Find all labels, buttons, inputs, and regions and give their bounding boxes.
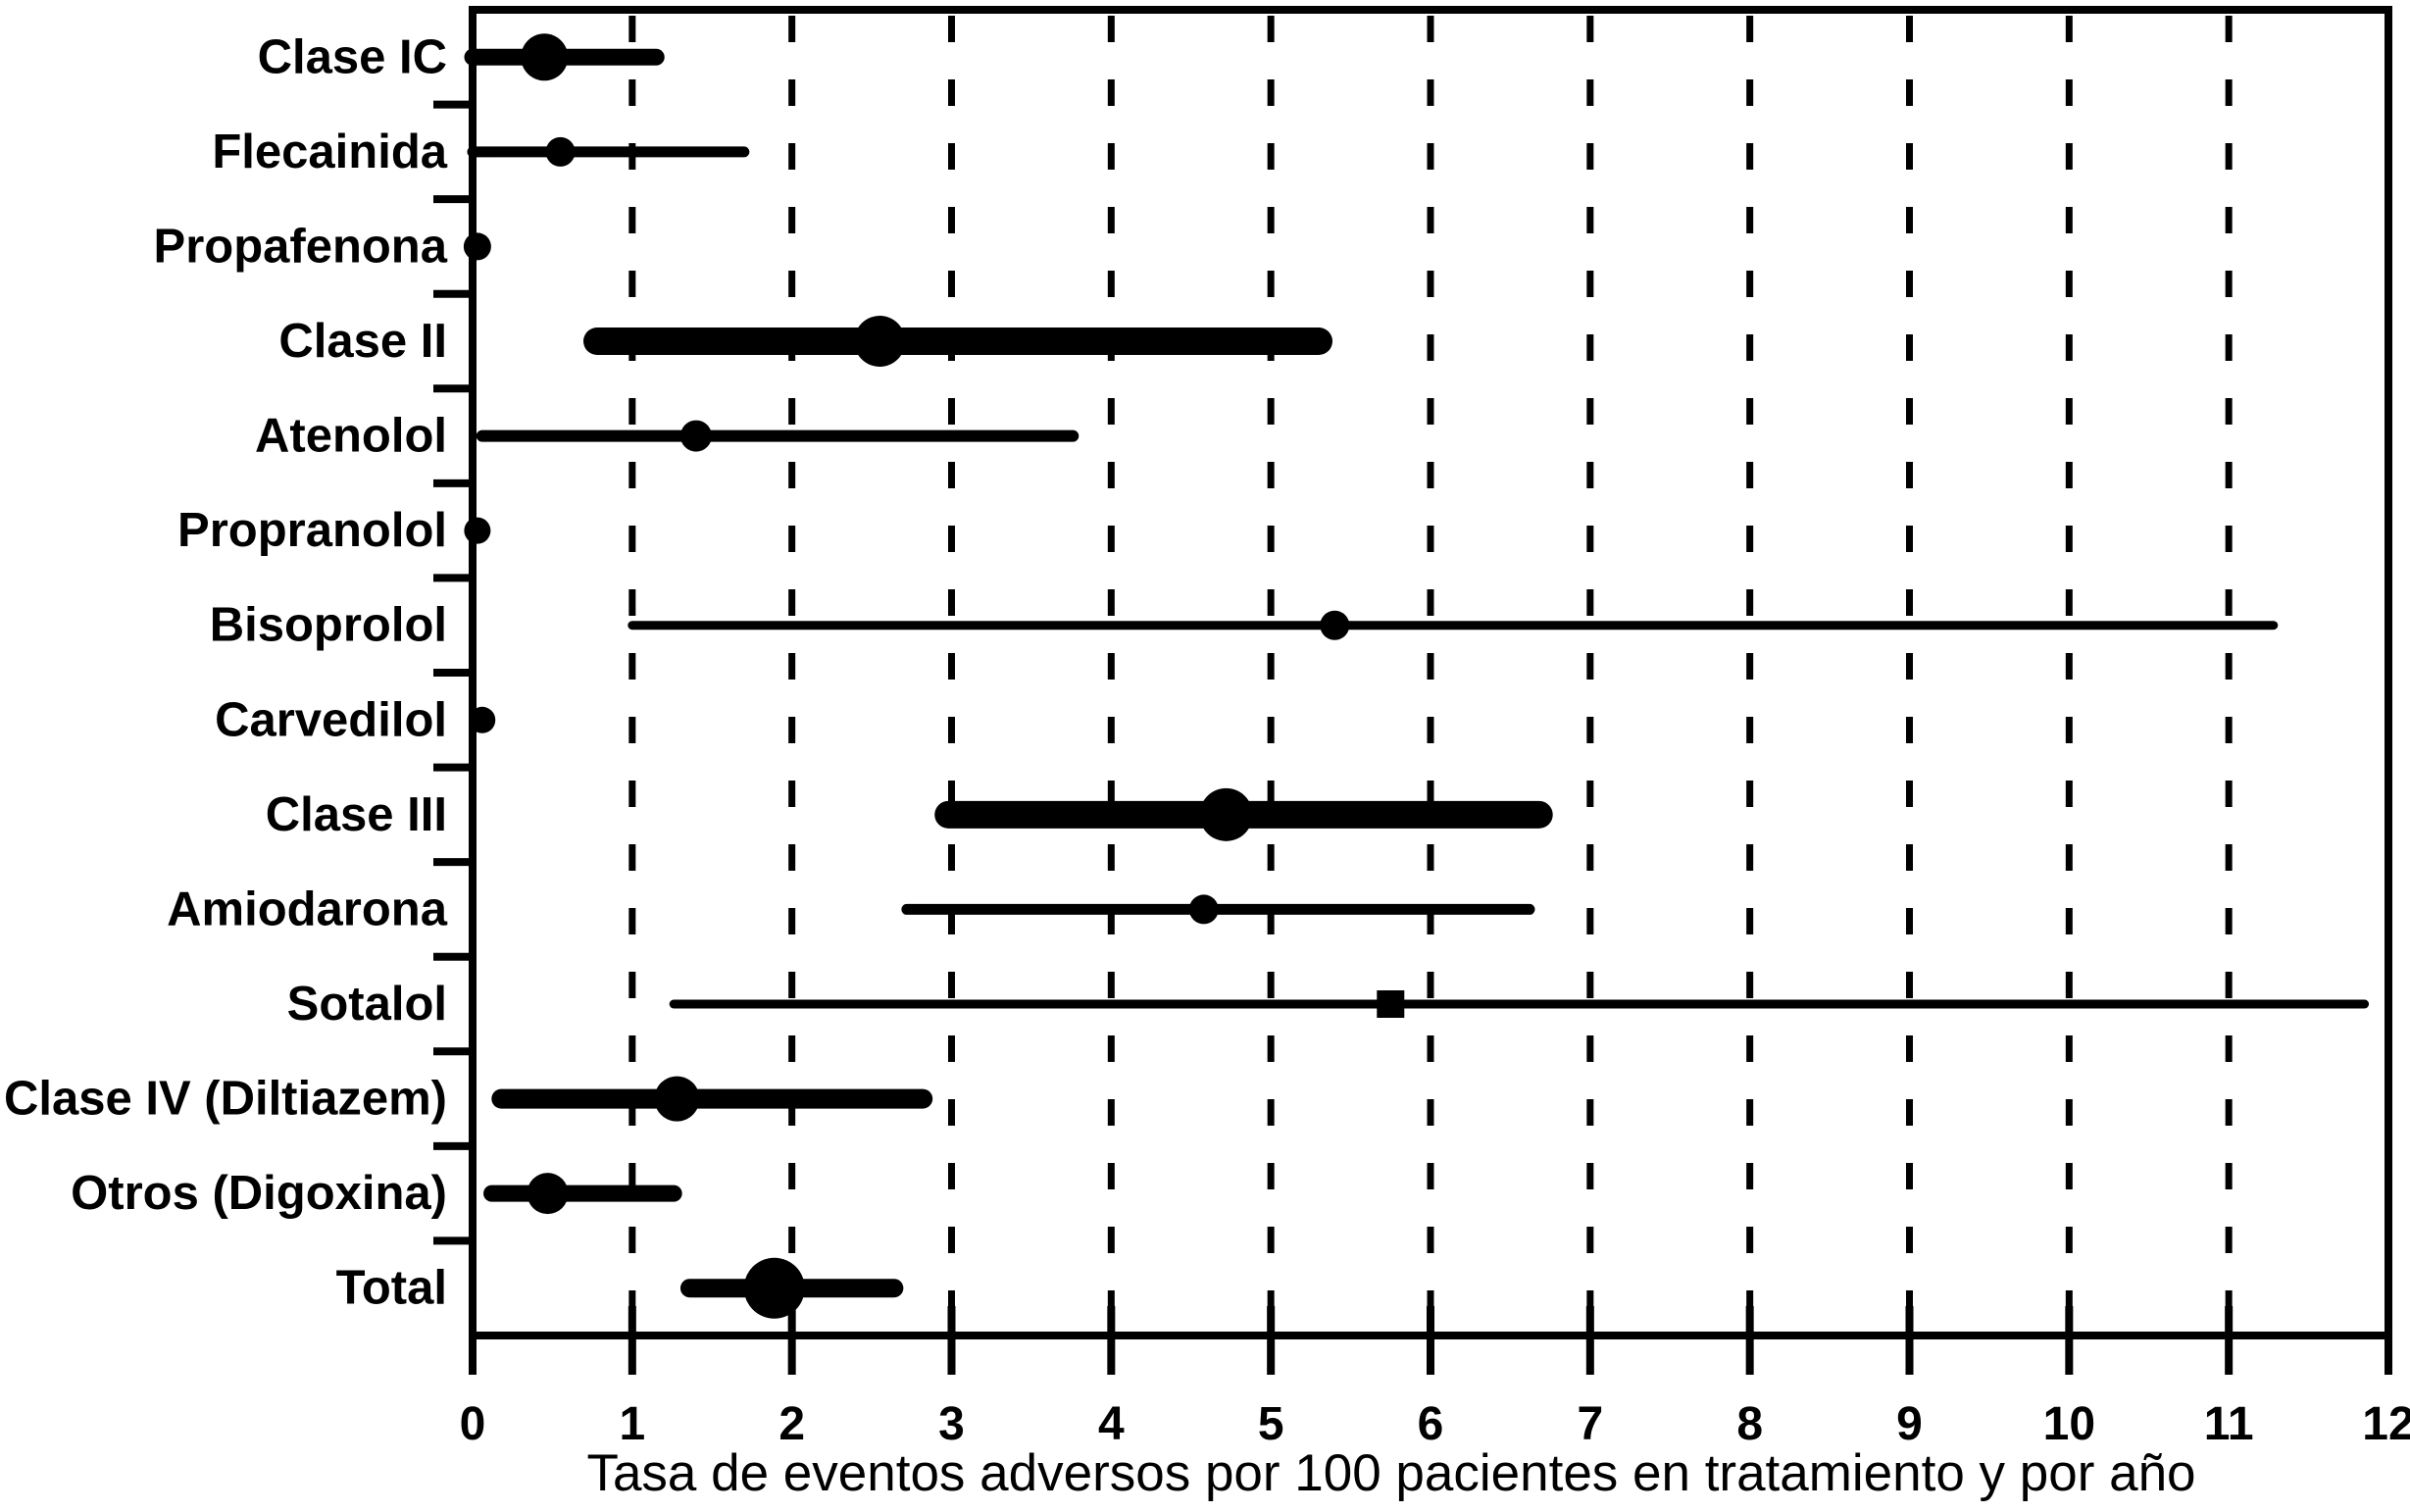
x-tick-label: 4 (1098, 1398, 1125, 1450)
point-estimate-marker (1188, 894, 1219, 925)
category-label: Clase II (278, 315, 447, 368)
x-tick-label: 7 (1577, 1398, 1603, 1450)
point-estimate-marker (1377, 990, 1405, 1018)
point-estimate-marker (545, 136, 576, 167)
category-label: Clase III (266, 788, 447, 841)
category-label: Clase IV (Diltiazem) (4, 1073, 447, 1126)
category-label: Atenolol (255, 410, 447, 463)
x-tick-label: 12 (2362, 1398, 2410, 1450)
category-label: Flecainida (212, 126, 447, 178)
point-estimate-marker (527, 1173, 569, 1215)
x-axis-title: Tasa de eventos adversos por 100 pacient… (586, 1444, 2195, 1502)
category-label: Clase IC (258, 30, 447, 83)
point-estimate-marker (463, 232, 491, 261)
point-estimate-marker (521, 33, 569, 81)
point-estimate-marker (679, 420, 712, 452)
x-tick-label: 8 (1736, 1398, 1763, 1450)
x-tick-label: 9 (1896, 1398, 1923, 1450)
category-label: Amiodarona (167, 882, 448, 935)
category-label: Propranolol (177, 504, 447, 557)
x-tick-label: 3 (938, 1398, 965, 1450)
point-estimate-marker (654, 1076, 700, 1122)
category-label: Bisoprolol (210, 599, 447, 652)
point-estimate-marker (1320, 610, 1350, 640)
category-label: Otros (Digoxina) (71, 1167, 447, 1220)
x-tick-label: 5 (1258, 1398, 1284, 1450)
category-label: Sotalol (287, 978, 447, 1031)
point-estimate-marker (1199, 787, 1253, 841)
plot-frame (469, 6, 2392, 1339)
point-estimate-marker (464, 517, 491, 544)
x-tick-label: 10 (2043, 1398, 2095, 1450)
category-label: Propafenona (154, 220, 448, 273)
category-label: Carvedilol (215, 693, 447, 746)
category-label: Total (336, 1262, 447, 1315)
x-tick-label: 1 (619, 1398, 645, 1450)
x-tick-label: 0 (460, 1398, 486, 1450)
x-tick-label: 11 (2204, 1398, 2254, 1450)
x-tick-label: 6 (1418, 1398, 1444, 1450)
point-estimate-marker (854, 316, 906, 367)
point-estimate-marker (743, 1257, 805, 1319)
x-tick-label: 2 (778, 1398, 805, 1450)
